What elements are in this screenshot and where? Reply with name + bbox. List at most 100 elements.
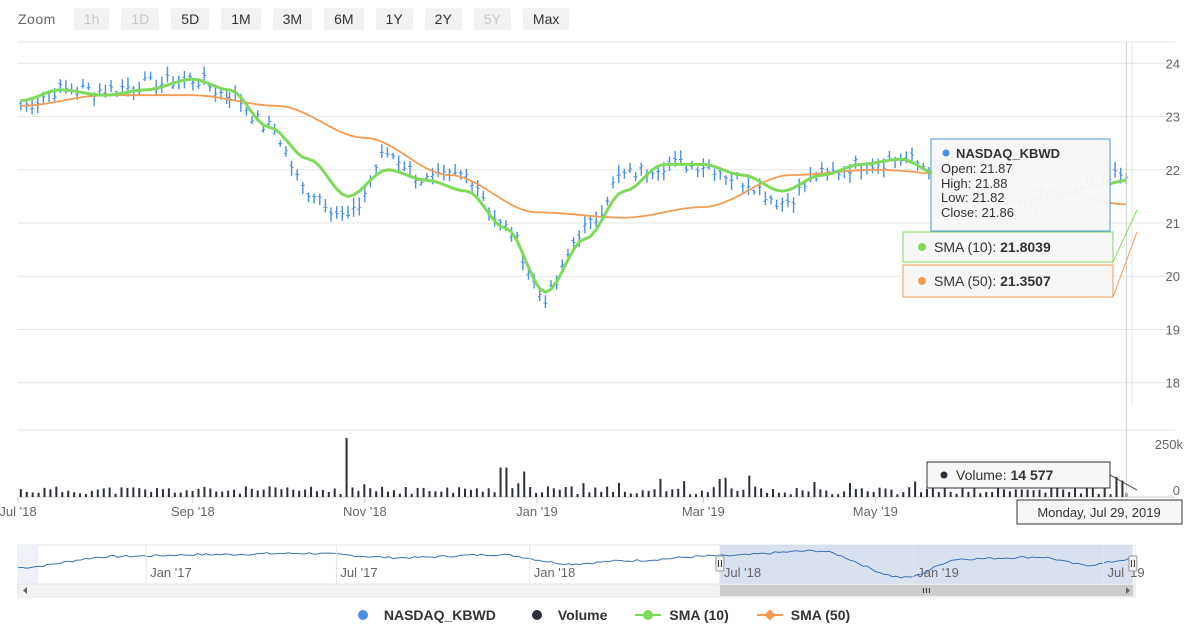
- tooltip-box: [902, 264, 1114, 298]
- volume-bar: [1103, 487, 1106, 497]
- tooltip-pointer: [1109, 474, 1138, 491]
- volume-bar: [84, 494, 87, 497]
- scroll-right-icon[interactable]: [1126, 587, 1130, 594]
- volume-bar: [884, 488, 887, 497]
- tooltip-sma10: SMA (10): 21.8039: [902, 209, 1138, 263]
- legend-item-volume[interactable]: Volume: [524, 607, 607, 623]
- legend-item-sma10[interactable]: SMA (10): [635, 607, 729, 623]
- volume-bar: [274, 487, 277, 497]
- navigator-label: Jan '17: [150, 565, 192, 580]
- volume-bar: [120, 487, 123, 497]
- volume-bar: [1079, 493, 1082, 497]
- zoom-button-5y[interactable]: 5Y: [473, 8, 511, 30]
- volume-bar: [1002, 489, 1005, 497]
- volume-bar: [161, 489, 164, 497]
- volume-bar: [748, 475, 751, 497]
- tooltip-box: [902, 231, 1114, 263]
- volume-bar: [304, 489, 307, 497]
- zoom-button-3m[interactable]: 3M: [272, 8, 313, 30]
- volume-bar: [706, 492, 709, 497]
- volume-bar: [90, 490, 93, 497]
- legend-dot-icon: [350, 609, 376, 621]
- volume-bar: [310, 486, 313, 497]
- navigator: Jan '17 Jul '17 Jan '18 Jul '18 Jan '19 Jul '…: [17, 544, 1145, 598]
- stock-chart[interactable]: 18 19 20 21 22 23 24 250k 0 Jul '18 Sep '18 Nov '18…: [0, 0, 1200, 600]
- navigator-handle-left[interactable]: [715, 555, 725, 572]
- scroll-left-icon[interactable]: [23, 587, 27, 594]
- volume-bar: [819, 489, 822, 497]
- volume-bar: [250, 488, 253, 497]
- volume-bar: [1044, 492, 1047, 497]
- volume-bar: [244, 486, 247, 497]
- volume-bar: [1115, 476, 1118, 497]
- zoom-button-2y[interactable]: 2Y: [424, 8, 462, 30]
- zoom-button-1m[interactable]: 1M: [221, 8, 261, 30]
- legend-line-diamond-icon: [756, 609, 783, 621]
- navigator-label: Jan '18: [534, 565, 576, 580]
- volume-bar: [422, 487, 425, 497]
- navigator-handle-right[interactable]: [1128, 555, 1138, 572]
- volume-bar: [1091, 488, 1094, 497]
- volume-bar: [546, 486, 549, 497]
- x-tick-label: May '19: [853, 504, 898, 519]
- zoom-button-6m[interactable]: 6M: [324, 8, 364, 30]
- volume-bar: [404, 487, 407, 497]
- y-tick-label: 18: [1166, 376, 1180, 391]
- volume-bar: [641, 490, 644, 497]
- volume-bar: [807, 491, 810, 497]
- volume-bar: [132, 487, 135, 497]
- volume-bar: [446, 487, 449, 497]
- zoom-label: Zoom: [18, 11, 56, 27]
- volume-tick-label: 0: [1173, 483, 1180, 498]
- volume-bar: [1050, 486, 1053, 497]
- zoom-button-1d[interactable]: 1D: [121, 8, 160, 30]
- volume-bar: [742, 489, 745, 497]
- volume-bar: [1026, 489, 1029, 497]
- volume-bar: [600, 491, 603, 497]
- volume-bar: [1038, 489, 1041, 497]
- y-tick-label: 22: [1166, 163, 1180, 178]
- volume-bar: [570, 486, 573, 497]
- navigator-label: Jul '19: [1107, 565, 1144, 580]
- volume-bar: [61, 491, 64, 497]
- zoom-button-max[interactable]: Max: [522, 8, 570, 30]
- volume-bar: [760, 488, 763, 497]
- legend-item-sma50[interactable]: SMA (50): [756, 607, 850, 623]
- volume-bar: [1097, 493, 1100, 497]
- tooltip-open: Open: 21.87: [941, 161, 1013, 176]
- volume-bar: [783, 492, 786, 497]
- volume-bar: [920, 492, 923, 497]
- volume-bar: [31, 492, 34, 497]
- tooltip-close: Close: 21.86: [941, 205, 1014, 220]
- volume-bar: [179, 492, 182, 497]
- volume-bar: [961, 487, 964, 497]
- navigator-label: Jul '18: [724, 565, 761, 580]
- volume-bar: [671, 489, 674, 497]
- zoom-button-1y[interactable]: 1Y: [375, 8, 413, 30]
- volume-bar: [795, 488, 798, 497]
- y-tick-label: 23: [1166, 110, 1180, 125]
- navigator-scrollbar[interactable]: [17, 583, 1136, 598]
- x-tick-label: Jan '19: [516, 504, 558, 519]
- volume-bar: [440, 491, 443, 497]
- volume-bar: [227, 490, 230, 497]
- volume-bar: [617, 482, 620, 497]
- zoom-button-5d[interactable]: 5D: [171, 8, 210, 30]
- volume-bar: [114, 493, 117, 497]
- volume-bar: [203, 486, 206, 497]
- volume-bar: [724, 477, 727, 497]
- tooltip-volume: Volume: 14 577: [926, 461, 1138, 491]
- volume-bar: [73, 492, 76, 497]
- tooltip-dot-icon: [918, 243, 926, 251]
- zoom-button-1h[interactable]: 1h: [73, 8, 110, 30]
- tooltip-high: High: 21.88: [941, 176, 1008, 191]
- y-tick-label: 21: [1166, 216, 1180, 231]
- volume-bar: [872, 491, 875, 497]
- volume-bar: [357, 490, 360, 497]
- x-tick-label: Mar '19: [682, 504, 725, 519]
- volume-bar: [943, 487, 946, 497]
- volume-bar: [481, 491, 484, 497]
- volume-bar: [375, 491, 378, 497]
- legend-item-kbwd[interactable]: NASDAQ_KBWD: [350, 607, 496, 623]
- volume-bar: [878, 487, 881, 497]
